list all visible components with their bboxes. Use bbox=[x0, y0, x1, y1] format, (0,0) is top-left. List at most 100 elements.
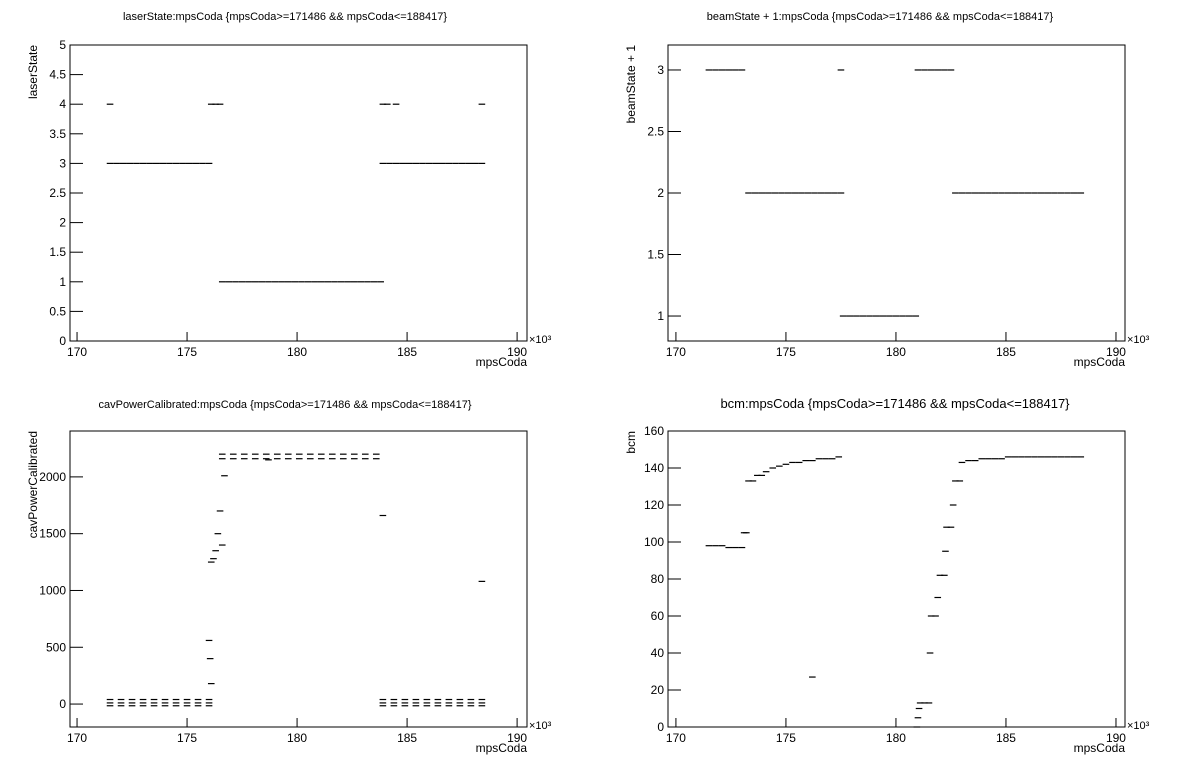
y-tick-label: 40 bbox=[651, 646, 665, 660]
data-point bbox=[161, 705, 169, 707]
data-point bbox=[339, 458, 347, 460]
x-exponent-label: ×10³ bbox=[1127, 720, 1150, 732]
x-tick-label: 190 bbox=[1106, 731, 1126, 745]
data-point bbox=[941, 574, 948, 576]
data-point bbox=[941, 69, 948, 71]
data-point bbox=[872, 315, 880, 317]
data-point bbox=[161, 698, 169, 701]
data-point bbox=[809, 460, 816, 462]
data-point bbox=[971, 460, 979, 462]
data-point bbox=[379, 698, 387, 701]
data-point bbox=[1044, 456, 1052, 458]
x-tick-label: 180 bbox=[886, 345, 906, 359]
plot-frame bbox=[69, 44, 528, 342]
data-point bbox=[732, 69, 739, 71]
data-point bbox=[434, 702, 442, 704]
data-point bbox=[150, 698, 158, 701]
data-point bbox=[1011, 456, 1019, 458]
data-point bbox=[379, 162, 387, 164]
data-point bbox=[971, 192, 979, 194]
data-point bbox=[916, 702, 924, 704]
data-point bbox=[892, 315, 900, 317]
data-point bbox=[379, 514, 387, 517]
x-tick-label: 180 bbox=[886, 731, 906, 745]
y-axis-label: bcm bbox=[624, 431, 638, 454]
data-point bbox=[172, 698, 180, 701]
data-point bbox=[207, 103, 215, 105]
data-point bbox=[758, 474, 766, 476]
data-point bbox=[1004, 456, 1012, 458]
data-point bbox=[119, 162, 127, 164]
data-point bbox=[106, 103, 114, 105]
data-point bbox=[390, 702, 398, 704]
y-tick-label: 140 bbox=[644, 461, 664, 475]
data-point bbox=[295, 458, 303, 460]
data-point bbox=[434, 698, 442, 701]
data-point bbox=[229, 453, 237, 455]
data-point bbox=[205, 702, 213, 704]
data-point bbox=[344, 281, 351, 283]
data-point bbox=[718, 545, 726, 547]
data-point bbox=[899, 315, 906, 317]
data-point bbox=[859, 315, 867, 317]
data-point bbox=[379, 702, 387, 704]
data-point bbox=[965, 192, 972, 194]
data-point bbox=[229, 458, 237, 460]
data-point bbox=[817, 192, 825, 194]
x-tick-label: 185 bbox=[397, 731, 417, 745]
data-point bbox=[978, 192, 986, 194]
data-point bbox=[139, 702, 147, 704]
data-point bbox=[445, 698, 453, 701]
data-point bbox=[364, 281, 371, 283]
data-point bbox=[776, 465, 783, 467]
data-point bbox=[350, 453, 358, 455]
data-point bbox=[350, 458, 358, 460]
y-tick-label: 20 bbox=[651, 683, 665, 697]
y-tick-label: 1.5 bbox=[647, 248, 664, 262]
data-point bbox=[159, 162, 167, 164]
data-point bbox=[298, 281, 305, 283]
data-point bbox=[965, 460, 972, 462]
data-point bbox=[423, 705, 431, 707]
y-tick-label: 3.5 bbox=[49, 127, 66, 141]
data-point bbox=[183, 702, 191, 704]
data-point bbox=[106, 705, 114, 707]
x-tick-label: 175 bbox=[776, 345, 796, 359]
data-point bbox=[183, 698, 191, 701]
data-point bbox=[328, 453, 336, 455]
data-point bbox=[949, 504, 957, 506]
data-point bbox=[915, 707, 923, 710]
plot-frame bbox=[667, 430, 1126, 728]
y-tick-label: 2 bbox=[59, 216, 66, 230]
data-point bbox=[386, 162, 393, 164]
data-point bbox=[206, 658, 214, 660]
data-point bbox=[1077, 456, 1085, 458]
plot-title: bcm:mpsCoda {mpsCoda>=171486 && mpsCoda<… bbox=[720, 396, 1070, 411]
data-point bbox=[139, 698, 147, 701]
y-tick-label: 160 bbox=[644, 424, 664, 438]
data-point bbox=[1064, 192, 1071, 194]
data-point bbox=[240, 453, 248, 455]
plot-panel: bcm:mpsCoda {mpsCoda>=171486 && mpsCoda<… bbox=[624, 396, 1150, 755]
data-point bbox=[390, 705, 398, 707]
data-point bbox=[912, 315, 920, 317]
x-exponent-label: ×10³ bbox=[529, 334, 552, 346]
y-tick-label: 2 bbox=[657, 186, 664, 200]
data-point bbox=[218, 281, 226, 283]
data-point bbox=[456, 698, 464, 701]
data-point bbox=[128, 698, 136, 701]
data-point bbox=[218, 544, 226, 546]
data-point bbox=[445, 705, 453, 707]
data-point bbox=[412, 162, 420, 164]
data-point bbox=[183, 705, 191, 707]
y-tick-label: 0 bbox=[657, 720, 664, 734]
data-point bbox=[925, 702, 933, 704]
data-point bbox=[357, 281, 365, 283]
y-tick-label: 120 bbox=[644, 498, 664, 512]
data-point bbox=[216, 103, 224, 105]
data-point bbox=[117, 705, 125, 707]
data-point bbox=[1051, 456, 1058, 458]
data-point bbox=[383, 103, 391, 105]
x-tick-label: 180 bbox=[287, 345, 307, 359]
